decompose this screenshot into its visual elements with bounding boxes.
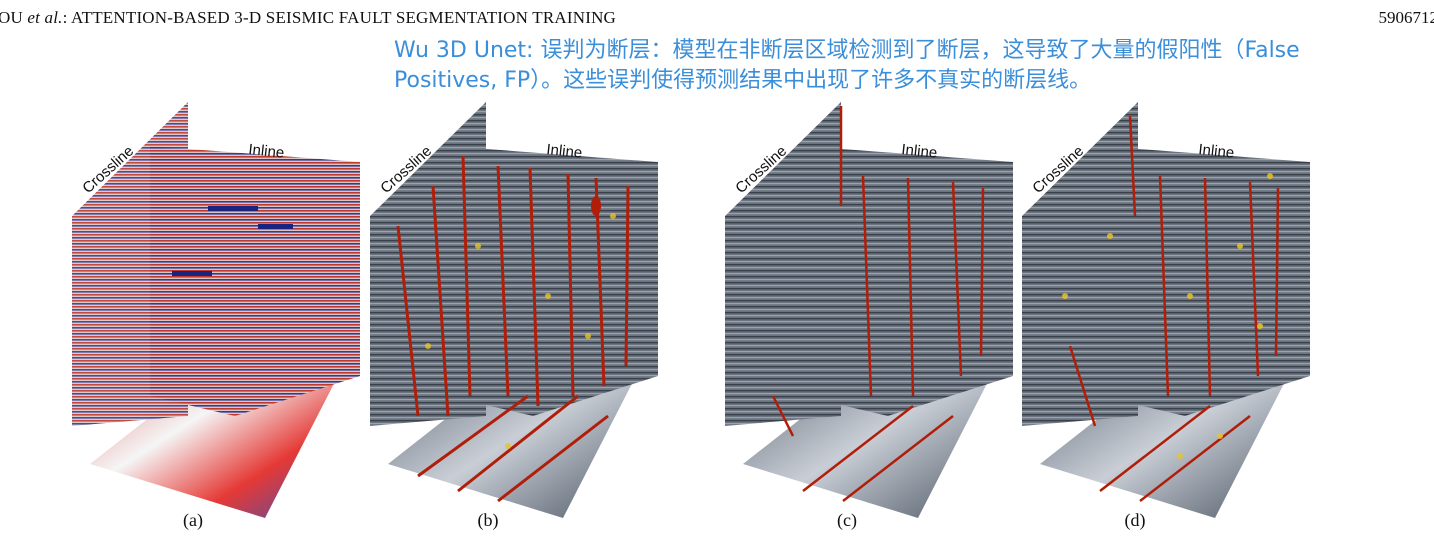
caption-a: (a): [183, 510, 203, 530]
inline-label: Inline: [1198, 141, 1235, 162]
caption-d: (d): [1124, 510, 1146, 530]
caption-c: (c): [837, 510, 857, 530]
inline-label: Inline: [546, 141, 583, 162]
page-header: OU et al.: ATTENTION-BASED 3-D SEISMIC F…: [0, 0, 1434, 34]
panel-a-volume: Crossline Inline: [72, 102, 360, 518]
panel-c-volume: Crossline Inline: [725, 102, 1013, 518]
inline-label: Inline: [248, 141, 285, 162]
panel-b-volume: Crossline Inline: [370, 102, 658, 518]
figure-panel-a: Crossline Inline: [60, 96, 412, 526]
fault-traces: [1068, 115, 1280, 502]
panel-d-volume: Crossline Inline: [1022, 102, 1310, 518]
figure-panel-b: Crossline Inline: [358, 96, 710, 526]
fault-traces: [396, 155, 630, 503]
figure-panel-c: Crossline Inline: [713, 96, 1065, 526]
figure-panel-d: Crossline Inline: [1010, 96, 1362, 526]
annotation-note: Wu 3D Unet: 误判为断层：模型在非断层区域检测到了断层，这导致了大量的…: [394, 38, 1300, 93]
page-number: 5906712: [1378, 8, 1434, 27]
fault-traces: [771, 106, 985, 502]
inline-slice: [150, 146, 360, 416]
inline-label: Inline: [901, 141, 938, 162]
caption-b: (b): [477, 510, 499, 530]
running-head: OU et al.: ATTENTION-BASED 3-D SEISMIC F…: [0, 8, 617, 27]
